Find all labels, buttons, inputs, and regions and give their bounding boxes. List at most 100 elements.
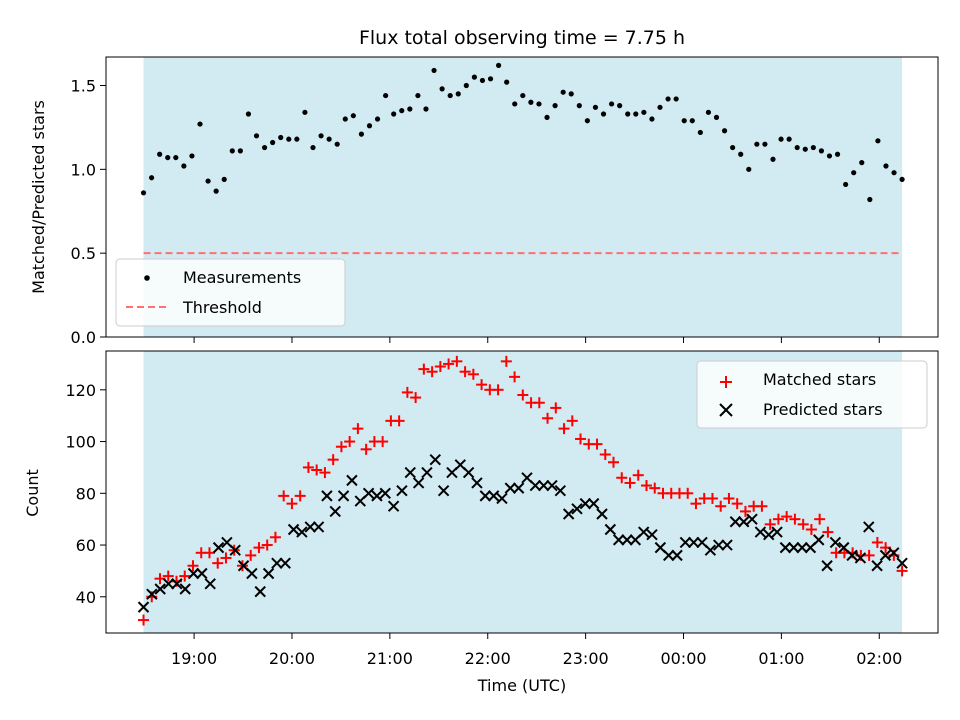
predicted-star-point: [863, 521, 875, 533]
predicted-star-point: [271, 557, 283, 569]
measurement-point: [843, 181, 849, 188]
predicted-star-point: [721, 539, 733, 551]
measurement-point: [286, 136, 292, 142]
x-tick-label: 23:00: [563, 649, 609, 668]
predicted-star-point: [154, 583, 166, 595]
matched-star-point: [377, 436, 389, 448]
predicted-star-point: [662, 549, 675, 562]
predicted-star-point: [888, 547, 900, 559]
predicted-star-point: [571, 503, 583, 515]
measurement-point: [738, 151, 744, 157]
predicted-star-point: [146, 588, 158, 600]
predicted-star-point: [821, 560, 833, 572]
measurement-point: [148, 175, 155, 181]
top-y-tick-label: 0.0: [71, 328, 96, 347]
matched-star-point: [550, 402, 562, 414]
measurement-point: [592, 104, 599, 110]
measurement-point: [584, 118, 590, 124]
measurement-point: [867, 196, 873, 203]
matched-star-point: [327, 454, 339, 466]
matched-star-point: [500, 355, 512, 367]
predicted-star-point: [679, 536, 692, 549]
measurement-point: [261, 144, 268, 151]
x-tick-label: 20:00: [269, 649, 315, 668]
predicted-star-point: [196, 567, 208, 580]
matched-star-point: [805, 524, 817, 536]
measurement-point: [374, 116, 381, 122]
matched-star-point: [682, 487, 694, 499]
matched-star-point: [269, 531, 281, 543]
matched-star-point: [451, 355, 463, 367]
predicted-star-point: [212, 541, 225, 554]
top-legend-box: [115, 258, 346, 327]
predicted-star-point: [187, 567, 200, 580]
measurement-point: [705, 109, 712, 115]
measurement-point: [689, 118, 695, 124]
chart-title: Flux total observing time = 7.75 h: [359, 27, 685, 49]
measurement-point: [496, 62, 502, 68]
measurement-point: [487, 76, 494, 82]
measurement-point: [439, 86, 445, 92]
matched-star-point: [558, 423, 570, 435]
measurement-point: [746, 166, 752, 172]
predicted-star-point: [421, 466, 433, 479]
measurement-point: [544, 114, 550, 120]
measurement-point: [826, 153, 833, 159]
matched-star-point: [756, 500, 768, 512]
matched-star-point: [896, 565, 908, 577]
measurement-point: [568, 91, 574, 97]
matched-star-point: [352, 423, 364, 435]
measurement-point: [851, 170, 857, 176]
matched-star-point: [863, 549, 875, 561]
x-tick-label: 01:00: [758, 649, 804, 668]
measurement-point: [383, 92, 389, 99]
measurement-point: [213, 188, 219, 194]
measurement-point: [730, 144, 736, 151]
measurement-point: [600, 111, 607, 117]
matched-star-point: [517, 389, 529, 401]
predicted-star-point: [554, 484, 567, 497]
matched-star-point: [492, 384, 504, 396]
measurement-point: [762, 141, 768, 147]
legend-threshold-label: Threshold: [182, 298, 262, 317]
matched-star-point: [154, 573, 166, 585]
matched-star-point: [814, 513, 826, 525]
matched-star-point: [443, 358, 455, 370]
predicted-star-point: [587, 497, 600, 510]
bottom-y-tick-label: 60: [76, 536, 96, 555]
measurement-point: [520, 92, 526, 99]
predicted-star-point: [179, 583, 191, 595]
predicted-star-point: [788, 541, 800, 554]
predicted-star-point: [596, 508, 608, 520]
measurement-point: [625, 111, 631, 117]
matched-star-point: [608, 456, 620, 468]
measurement-point: [875, 138, 881, 144]
predicted-star-point: [579, 497, 592, 510]
bottom-axes: 40 60 80 100 120 19:00 20:00 21:00 22:00 23:00 00…: [23, 350, 939, 695]
matched-star-point: [599, 448, 611, 460]
predicted-star-point: [329, 505, 341, 518]
matched-star-point: [616, 472, 628, 484]
matched-star-point: [533, 397, 545, 409]
predicted-star-point: [304, 521, 316, 533]
matched-star-point: [739, 505, 751, 517]
predicted-star-point: [771, 526, 783, 538]
matched-star-point: [640, 480, 652, 492]
predicted-star-point: [362, 487, 375, 500]
predicted-star-point: [512, 482, 525, 494]
matched-star-point: [467, 368, 479, 380]
predicted-star-point: [746, 513, 758, 525]
matched-star-point: [294, 490, 306, 502]
matched-star-point: [162, 570, 174, 582]
matched-star-point: [764, 518, 776, 530]
measurement-point: [778, 136, 784, 142]
matched-star-point: [822, 526, 834, 538]
predicted-star-point: [387, 500, 400, 512]
measurement-point: [237, 148, 243, 154]
bottom-y-label: Count: [23, 469, 42, 517]
measurement-point: [641, 109, 647, 115]
matched-star-point: [459, 366, 471, 378]
bottom-legend-box: [696, 360, 928, 429]
matched-star-point: [360, 443, 372, 455]
matched-star-point: [772, 513, 784, 525]
